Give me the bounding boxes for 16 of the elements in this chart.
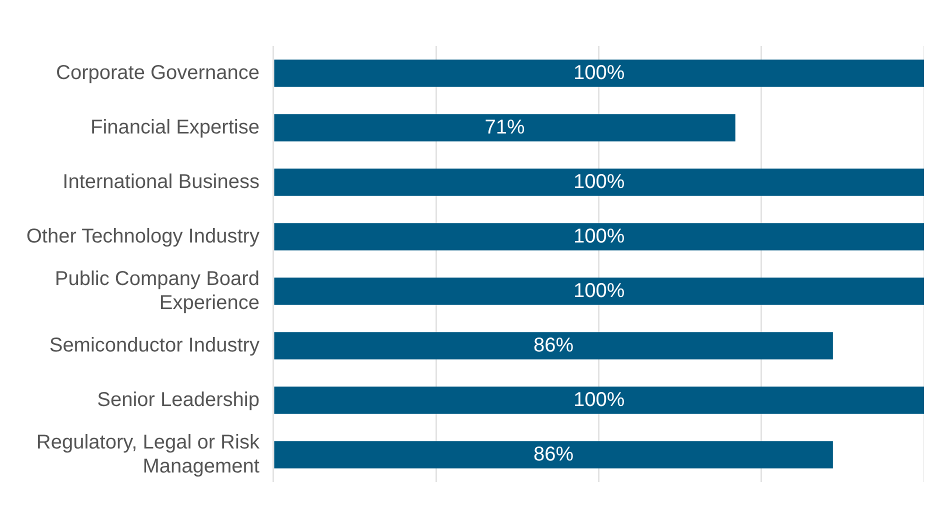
data-label: 71%	[484, 116, 526, 138]
data-label: 100%	[574, 280, 625, 302]
y-tick-label: International Business	[62, 170, 260, 193]
y-tick-label: Semiconductor Industry	[49, 334, 260, 356]
data-label: 86%	[534, 443, 574, 466]
y-tick-label: Other Technology Industry	[26, 225, 260, 248]
data-label: 100%	[574, 225, 625, 248]
data-label: 86%	[534, 334, 574, 356]
y-tick-label: Senior Leadership	[97, 388, 260, 411]
y-tick-label: Corporate Governance	[56, 62, 260, 84]
y-tick-label: Public Company Board Experience	[54, 268, 260, 314]
data-label: 100%	[574, 170, 625, 193]
y-tick-label: Financial Expertise	[90, 116, 260, 138]
data-label: 100%	[574, 388, 625, 411]
y-tick-label: Regulatory, Legal or Risk Management	[36, 431, 260, 478]
data-label: 100%	[574, 62, 625, 84]
